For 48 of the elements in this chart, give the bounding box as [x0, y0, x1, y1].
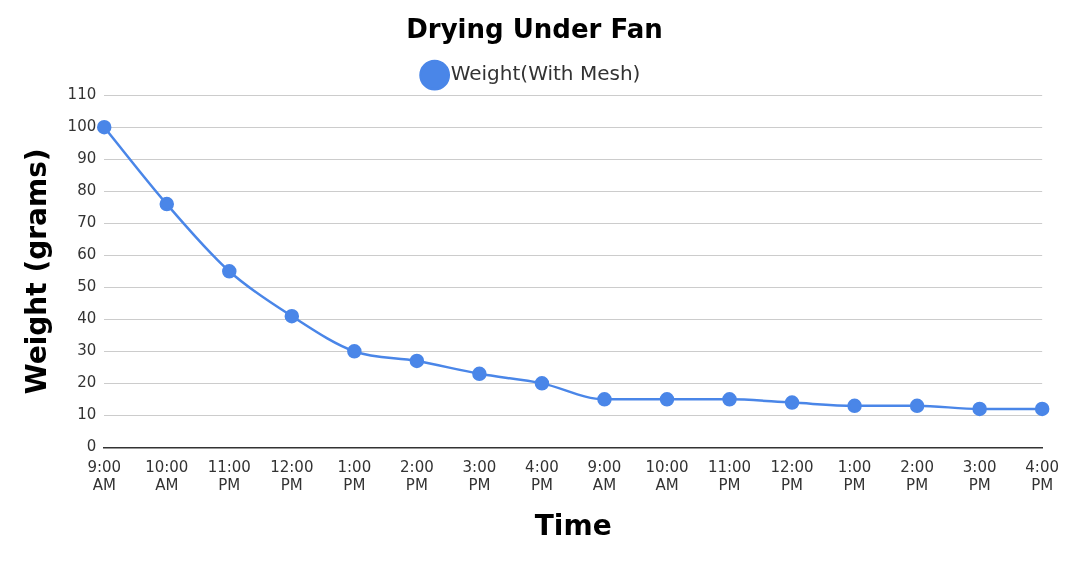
x-tick-label: 2:00 PM [900, 458, 934, 495]
point [347, 344, 362, 359]
point [972, 401, 987, 417]
point [909, 398, 925, 414]
point [159, 196, 175, 212]
point [847, 398, 862, 414]
point [472, 366, 487, 382]
x-tick-label: 2:00 PM [400, 458, 434, 495]
point [409, 353, 425, 369]
y-tick-label: 10 [77, 405, 97, 424]
y-tick-label: 60 [77, 245, 97, 264]
point [659, 392, 675, 407]
point [284, 308, 300, 324]
point [222, 264, 237, 279]
x-axis-title: Time [534, 509, 612, 543]
x-tick-label: 9:00 AM [587, 458, 622, 495]
x-tick-label: 4:00 PM [1025, 458, 1059, 495]
y-tick-label: 30 [77, 341, 97, 360]
x-tick-label: 4:00 PM [525, 458, 559, 495]
y-tick-label: 20 [77, 373, 97, 392]
x-tick-label: 12:00 PM [770, 458, 814, 495]
legend-label: Weight(With Mesh) [450, 61, 641, 86]
point [722, 392, 737, 407]
x-tick-label: 12:00 PM [270, 458, 314, 495]
y-tick-label: 80 [77, 181, 97, 200]
point [96, 119, 112, 135]
x-tick-label: 11:00 PM [207, 458, 251, 495]
y-tick-label: 90 [77, 149, 97, 168]
point [597, 392, 612, 407]
x-tick-label: 9:00 AM [87, 458, 122, 495]
y-tick-label: 100 [67, 117, 97, 136]
x-tick-label: 11:00 PM [707, 458, 752, 495]
chart-title: Drying Under Fan [406, 14, 663, 45]
x-tick-label: 1:00 PM [337, 458, 372, 495]
point [534, 376, 550, 391]
x-tick-label: 10:00 AM [645, 458, 689, 495]
point [784, 395, 800, 410]
x-tick-label: 3:00 PM [962, 458, 997, 495]
y-tick-label: 50 [77, 277, 97, 296]
y-tick-label: 0 [86, 437, 97, 456]
y-tick-label: 40 [77, 309, 97, 328]
y-tick-label: 70 [77, 213, 97, 232]
y-tick-label: 110 [67, 85, 97, 104]
x-tick-label: 1:00 PM [837, 458, 872, 495]
y-axis-title: Weight (grams) [20, 148, 54, 395]
x-tick-label: 3:00 PM [462, 458, 497, 495]
point [1034, 401, 1050, 417]
x-tick-label: 10:00 AM [145, 458, 189, 495]
